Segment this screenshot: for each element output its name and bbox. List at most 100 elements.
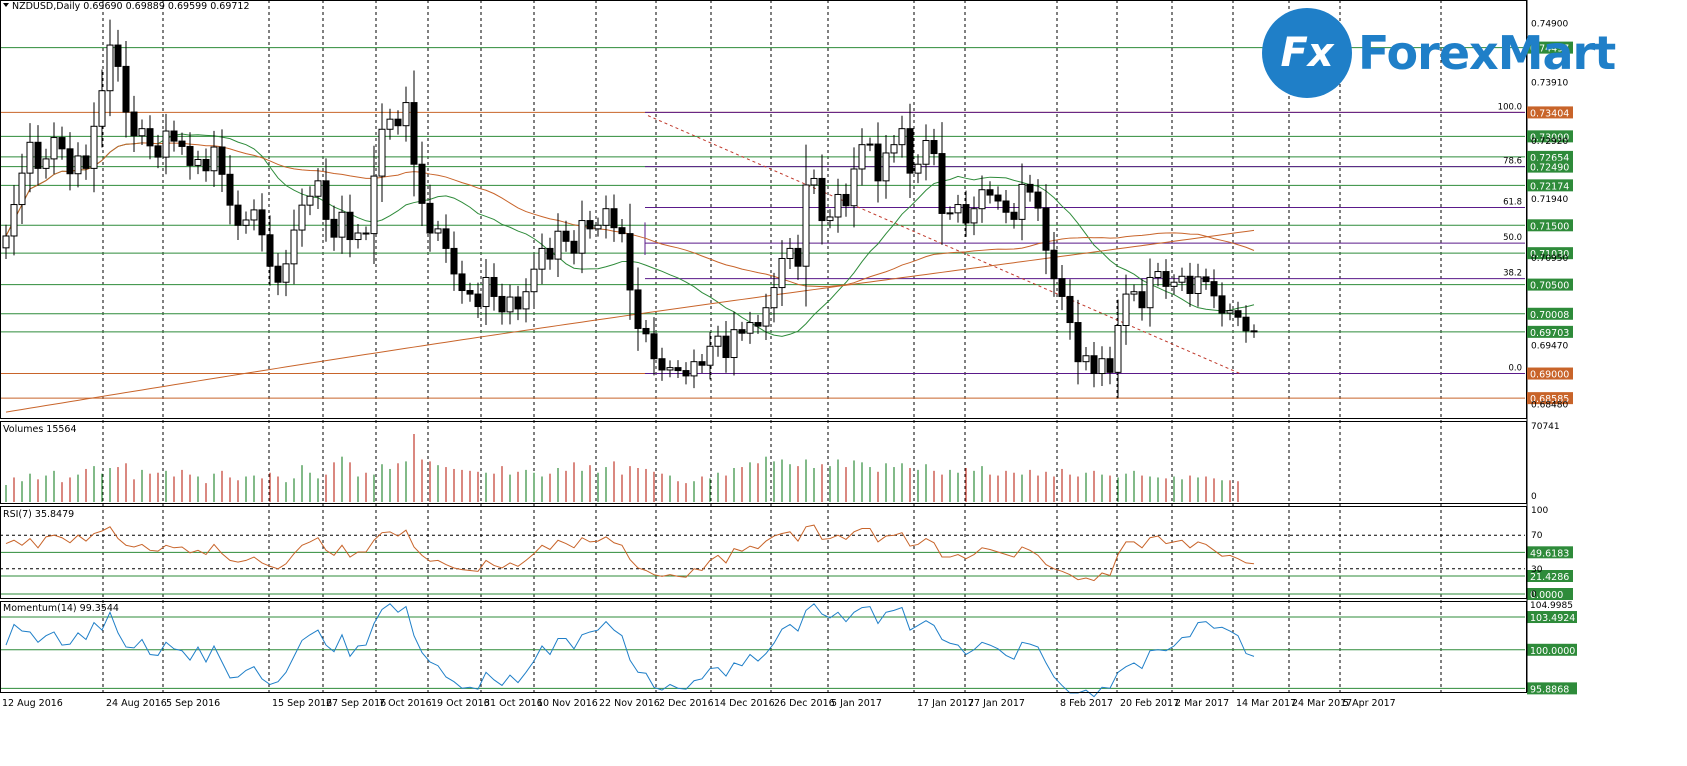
candle-body (722, 335, 730, 359)
date-label: 5 Apr 2017 (1343, 698, 1396, 709)
date-label: 27 Sep 2016 (326, 698, 386, 709)
date-label: 10 Nov 2016 (537, 698, 598, 709)
candle-body (546, 247, 554, 260)
candle-body (682, 370, 690, 377)
candle-body (1058, 278, 1066, 297)
candle-body (530, 268, 538, 293)
candle-body (906, 128, 914, 174)
level-tag (1527, 160, 1573, 173)
level-label: 0.70500 (1530, 281, 1569, 292)
candle-body (314, 180, 322, 197)
level-tag (1527, 247, 1573, 260)
candle-body (1042, 207, 1050, 251)
level-label: 0.68585 (1530, 394, 1569, 405)
momentum-panel: 103.4924 100.0000 95.8868 (0, 603, 1577, 698)
candle-body (642, 327, 650, 335)
date-label: 31 Oct 2016 (484, 698, 543, 709)
level-tag (1527, 150, 1573, 163)
candle-body (962, 204, 970, 224)
fibonacci-levels: 100.0 78.6 61.8 50.0 38.2 0.0 (644, 102, 1525, 375)
date-label: 5 Sep 2016 (166, 698, 220, 709)
candle-body (658, 358, 666, 371)
candle-body (1090, 355, 1098, 375)
momentum-level-label: 100.0000 (1530, 646, 1575, 657)
rsi-panel: 49.6183 21.4286 0.0000 (0, 524, 1573, 601)
level-tag (1527, 325, 1573, 338)
candle-body (554, 230, 562, 260)
candle-body (74, 155, 82, 175)
level-label: 0.73404 (1530, 108, 1569, 119)
volume-bars (5, 434, 1239, 502)
candle-body (258, 209, 266, 236)
candle-body (666, 367, 674, 371)
date-label: 8 Feb 2017 (1060, 698, 1113, 709)
candle-body (754, 322, 762, 327)
candle-body (434, 228, 442, 234)
candle-body (266, 234, 274, 267)
candle-body (786, 247, 794, 260)
rsi-tick-label: 70 (1531, 531, 1543, 541)
candle-body (578, 220, 586, 254)
date-label: 7 Oct 2016 (379, 698, 432, 709)
candle-body (1162, 271, 1170, 287)
momentum-tick-label: 104.9985 (1530, 601, 1573, 611)
candle-body (18, 172, 26, 206)
fib-label: 38.2 (1503, 269, 1522, 279)
candle-body (90, 125, 98, 169)
logo-badge: Fx (1262, 8, 1352, 98)
level-tag (1527, 278, 1573, 291)
candle-body (874, 143, 882, 182)
level-label: 0.69000 (1530, 370, 1569, 381)
candle-body (866, 143, 874, 146)
candle-body (946, 212, 954, 215)
candle-body (122, 65, 130, 113)
rsi-level-label: 21.4286 (1530, 572, 1569, 583)
candle-body (26, 141, 34, 174)
candle-body (778, 258, 786, 289)
candle-body (1050, 249, 1058, 280)
candle-body (850, 168, 858, 207)
candle-body (154, 145, 162, 158)
date-label: 12 Aug 2016 (2, 698, 63, 709)
candle-body (322, 180, 330, 220)
candle-body (1234, 310, 1242, 318)
candle-body (282, 263, 290, 283)
candle-body (834, 193, 842, 218)
candle-body (1194, 276, 1202, 294)
candle-body (442, 228, 450, 249)
rsi-tag (1527, 570, 1573, 582)
grid (102, 0, 1442, 692)
forexmart-logo: Fx ForexMart (1262, 8, 1642, 98)
candle-body (1242, 316, 1250, 332)
candle-body (338, 211, 346, 238)
candle-body (106, 44, 114, 92)
candle-body (1250, 330, 1258, 333)
fib-label: 61.8 (1503, 198, 1522, 208)
logo-name: ForexMart (1358, 26, 1616, 80)
candle-body (138, 128, 146, 137)
volume-title: Volumes 15564 (3, 424, 77, 435)
price-tick-label: 0.74900 (1531, 20, 1568, 30)
rsi-tick-label: 0 (1531, 590, 1537, 600)
candle-body (802, 184, 810, 267)
level-tag (1527, 179, 1573, 192)
candle-body (890, 144, 898, 154)
candle-body (386, 118, 394, 130)
candle-body (1002, 200, 1010, 213)
level-label: 0.71500 (1530, 221, 1569, 232)
candle-body (514, 296, 522, 310)
rsi-level-label: 49.6183 (1530, 548, 1569, 559)
rsi-title: RSI(7) 35.8479 (3, 509, 74, 520)
candle-body (202, 158, 210, 172)
date-label: 15 Sep 2016 (272, 698, 332, 709)
candle-body (1018, 183, 1026, 220)
candle-body (490, 276, 498, 297)
candle-body (378, 128, 386, 177)
level-label: 0.71030 (1530, 249, 1569, 260)
candle-body (10, 204, 18, 237)
candle-body (930, 140, 938, 155)
price-tick-label: 0.73910 (1531, 78, 1568, 88)
candle-body (178, 140, 186, 147)
horizontal-levels (0, 47, 1525, 399)
